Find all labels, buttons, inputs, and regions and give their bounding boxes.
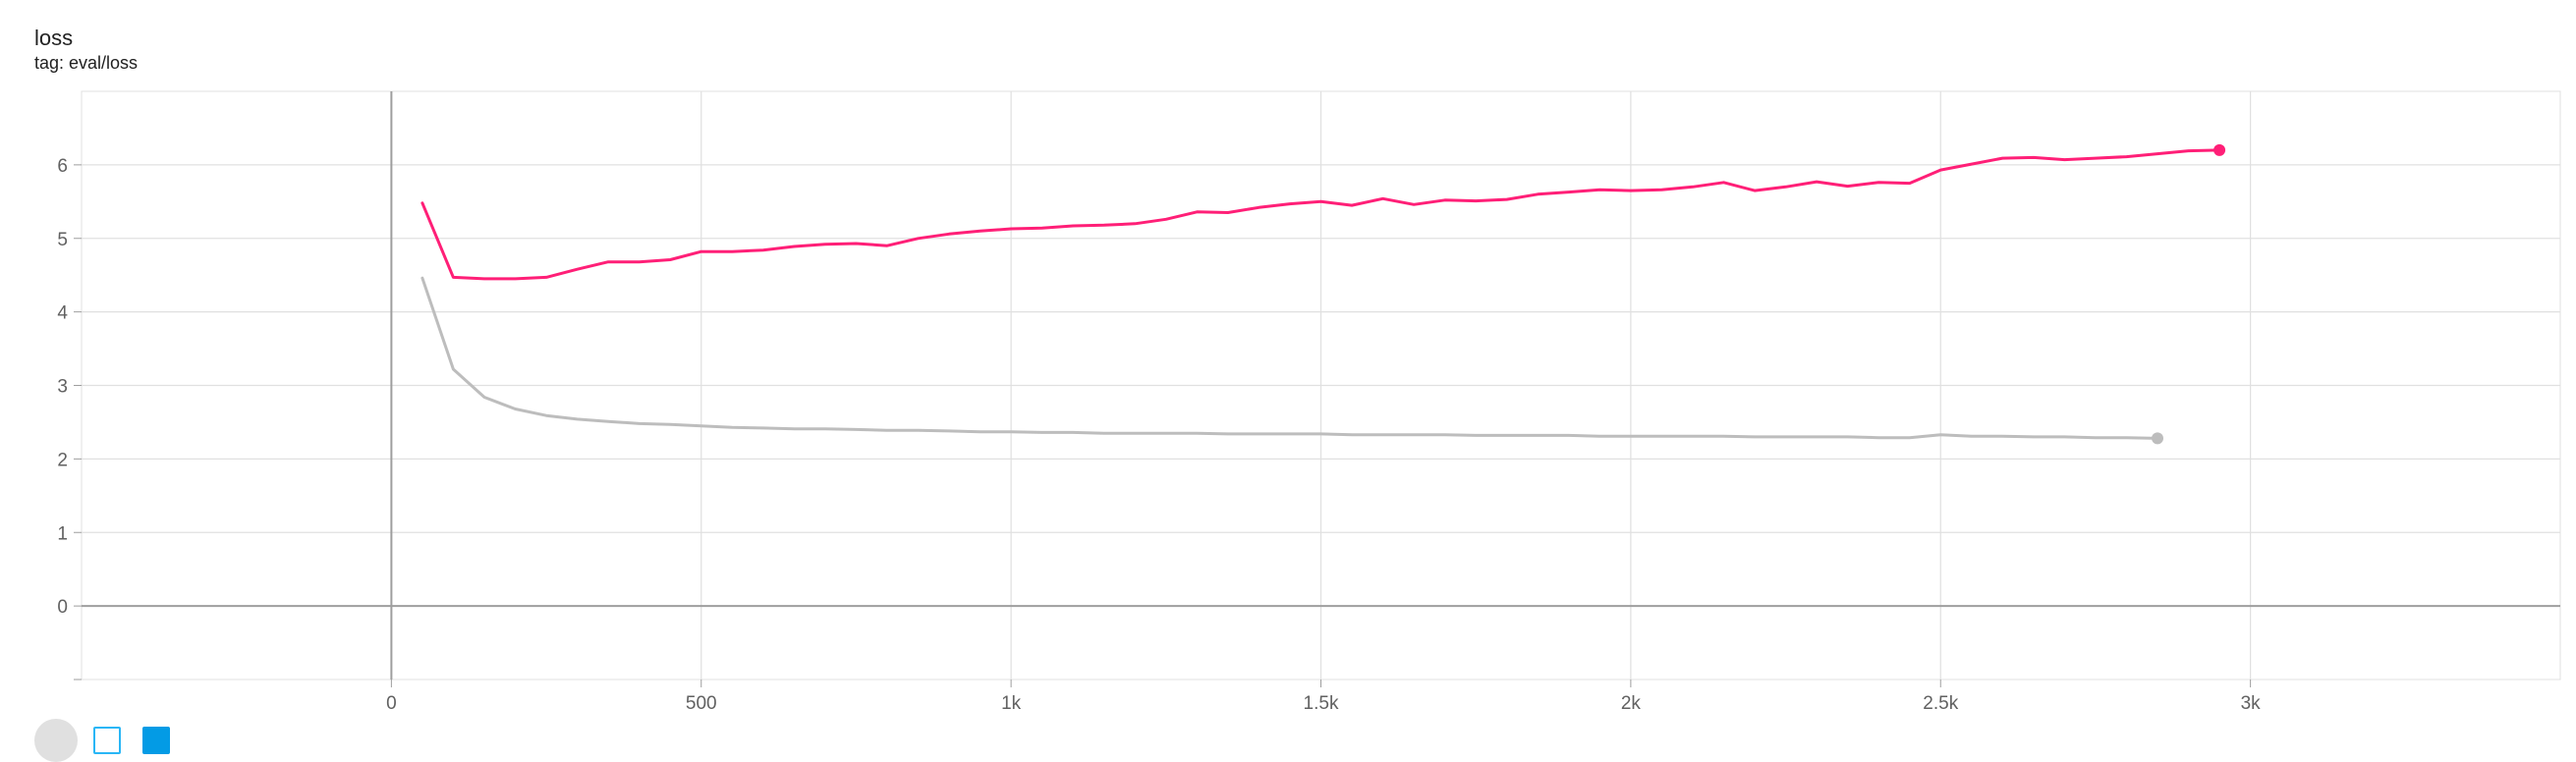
- y-tick-label: 1: [57, 523, 68, 544]
- loss-chart[interactable]: 0 1 2 3 4 5 6 0 500 1k 1.5k 2k 2.5k 3k: [0, 0, 2576, 733]
- x-tick-label: 500: [686, 693, 717, 714]
- y-tick-label: 4: [57, 303, 68, 324]
- y-tick-label: 0: [57, 597, 68, 618]
- axis-layer: [74, 91, 2560, 687]
- expand-icon[interactable]: [34, 719, 78, 762]
- y-tick-label: 3: [57, 377, 68, 398]
- series-1-line: [420, 276, 2159, 440]
- grid-layer: [81, 90, 2561, 680]
- x-tick-label: 1.5k: [1304, 693, 1339, 714]
- fit-domain-button[interactable]: [142, 727, 170, 754]
- series-layer: [420, 143, 2226, 445]
- toggle-log-scale-button[interactable]: [93, 727, 121, 754]
- series-0-line: [420, 148, 2221, 281]
- x-tick-label: 3k: [2241, 693, 2262, 714]
- series-1-end-point: [2152, 432, 2164, 445]
- y-tick-label: 6: [57, 156, 68, 177]
- x-tick-label: 1k: [1001, 693, 1022, 714]
- label-layer: 0 1 2 3 4 5 6 0 500 1k 1.5k 2k 2.5k 3k: [57, 156, 2261, 714]
- series-0-end-point: [2213, 143, 2226, 156]
- x-tick-label: 2.5k: [1923, 693, 1958, 714]
- chart-footer-controls: [34, 715, 329, 762]
- x-tick-label: 0: [386, 693, 397, 714]
- chart-title: loss: [34, 26, 74, 50]
- y-tick-label: 2: [57, 450, 68, 470]
- chart-subtitle: tag: eval/loss: [34, 53, 139, 73]
- y-tick-label: 5: [57, 230, 68, 250]
- x-tick-label: 2k: [1621, 693, 1642, 714]
